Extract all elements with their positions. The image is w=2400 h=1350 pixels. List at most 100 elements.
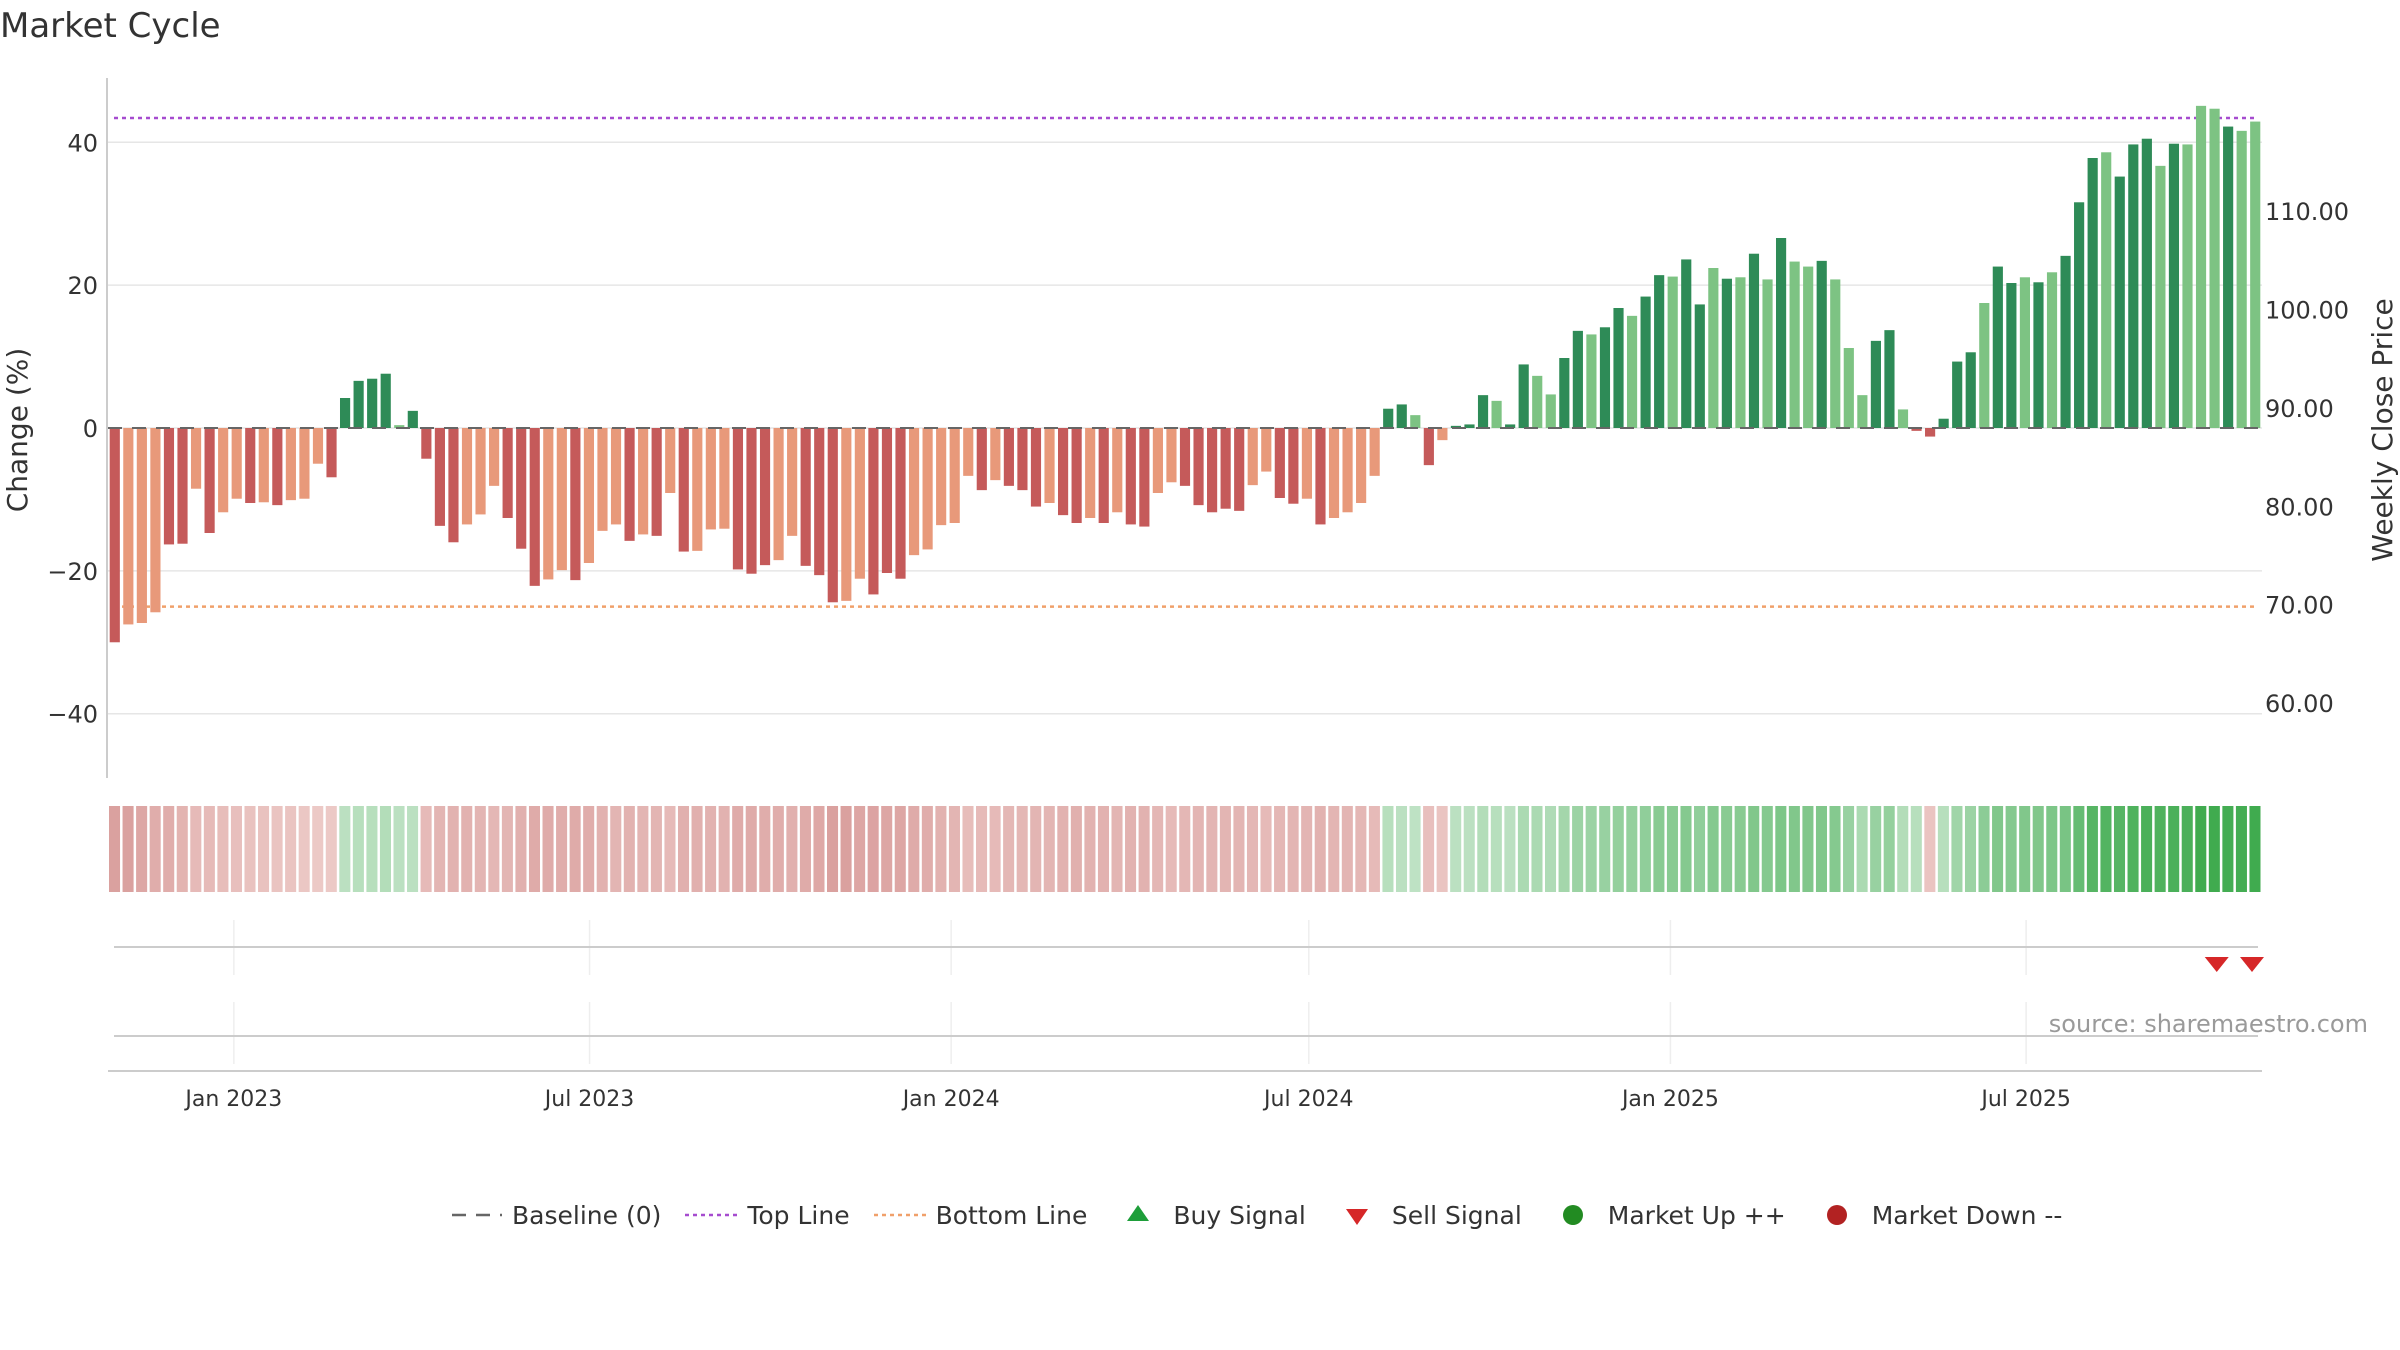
heat-cell (1179, 806, 1191, 892)
bar (394, 425, 405, 428)
bar (299, 428, 310, 499)
heat-cell (1639, 806, 1651, 892)
heat-cell (1843, 806, 1855, 892)
heat-cell (1016, 806, 1028, 892)
heat-cell (1992, 806, 2004, 892)
heat-strip (109, 806, 2261, 892)
bar (339, 398, 351, 428)
bar (461, 428, 473, 525)
bar (651, 428, 662, 536)
heat-cell (1734, 806, 1746, 892)
heat-cell (352, 806, 364, 892)
y-tick-label: −20 (47, 558, 98, 586)
bar (976, 428, 987, 491)
bar (1179, 428, 1191, 486)
signal-rows (114, 920, 2264, 1064)
bar (1030, 428, 1042, 507)
bar (1071, 428, 1082, 523)
legend-item-market-up: Market Up ++ (1544, 1200, 1786, 1230)
heat-cell (664, 806, 676, 892)
bar (2060, 255, 2071, 428)
heat-cell (1490, 806, 1502, 892)
bar (1694, 304, 1705, 428)
bar (1342, 428, 1353, 513)
bar (665, 428, 676, 493)
bar (1207, 428, 1218, 513)
bar (1234, 428, 1245, 511)
bar (2209, 108, 2220, 428)
heat-cell (2032, 806, 2044, 892)
bar (204, 428, 215, 533)
bar (1789, 261, 1800, 428)
bar (2182, 144, 2193, 428)
heat-cell (854, 806, 866, 892)
heat-cell (1138, 806, 1150, 892)
bar (258, 428, 269, 503)
heat-cell (1477, 806, 1489, 892)
bar (380, 373, 391, 428)
heat-cell (190, 806, 202, 892)
legend-item-baseline: Baseline (0) (448, 1200, 661, 1230)
bar (1775, 238, 1787, 428)
bar (638, 428, 649, 535)
bar (854, 428, 865, 579)
bar (1532, 375, 1543, 428)
bar (2223, 126, 2234, 429)
legend: Baseline (0) Top Line Bottom Line Buy Si… (448, 1200, 2084, 1230)
bar (1328, 428, 1340, 518)
heat-cell (827, 806, 839, 892)
bar (1247, 428, 1258, 486)
bar (1437, 428, 1448, 441)
source-credit: source: sharemaestro.com (2048, 1010, 2368, 1038)
heat-cell (2195, 806, 2207, 892)
bar (2168, 143, 2180, 428)
bar (841, 428, 852, 601)
heat-cell (2046, 806, 2058, 892)
axes: 40 20 0 −20 −40 110.00 100.00 90.00 80.00 70.00 60… (47, 78, 2349, 778)
heat-cell (1870, 806, 1882, 892)
heat-cell (1545, 806, 1557, 892)
bar (1884, 330, 1895, 428)
bar (692, 428, 703, 551)
heat-cell (2154, 806, 2166, 892)
heat-cell (1328, 806, 1340, 892)
bar (1911, 428, 1922, 431)
dotted-purple-line-icon (685, 1213, 740, 1217)
bar (1274, 428, 1285, 498)
heat-cell (1314, 806, 1326, 892)
bar (1450, 425, 1462, 428)
bar (407, 410, 418, 428)
heat-cell (908, 806, 920, 892)
bar (990, 428, 1001, 481)
bar (1410, 415, 1421, 428)
bar (746, 428, 757, 574)
heat-cell (1856, 806, 1868, 892)
bar (123, 428, 134, 625)
heat-cell (650, 806, 662, 892)
bar (1803, 266, 1814, 428)
dash-line-icon (452, 1213, 502, 1217)
heat-cell (1666, 806, 1678, 892)
bar (1003, 428, 1014, 486)
bar (272, 428, 283, 506)
bar (1599, 327, 1611, 428)
bar (2141, 138, 2152, 428)
bar (868, 428, 879, 595)
bar (1396, 404, 1407, 428)
heat-cell (1829, 806, 1841, 892)
bar (1667, 276, 1678, 428)
heat-cell (596, 806, 608, 892)
heat-cell (1978, 806, 1990, 892)
heat-cell (2059, 806, 2071, 892)
heat-cell (1070, 806, 1082, 892)
heat-cell (2086, 806, 2098, 892)
heat-cell (610, 806, 622, 892)
heat-cell (434, 806, 446, 892)
heat-cell (325, 806, 337, 892)
heat-cell (176, 806, 188, 892)
heat-cell (1097, 806, 1109, 892)
heat-cell (2181, 806, 2193, 892)
y2-tick-label: 90.00 (2265, 395, 2334, 423)
bar (502, 428, 513, 518)
heat-cell (109, 806, 121, 892)
